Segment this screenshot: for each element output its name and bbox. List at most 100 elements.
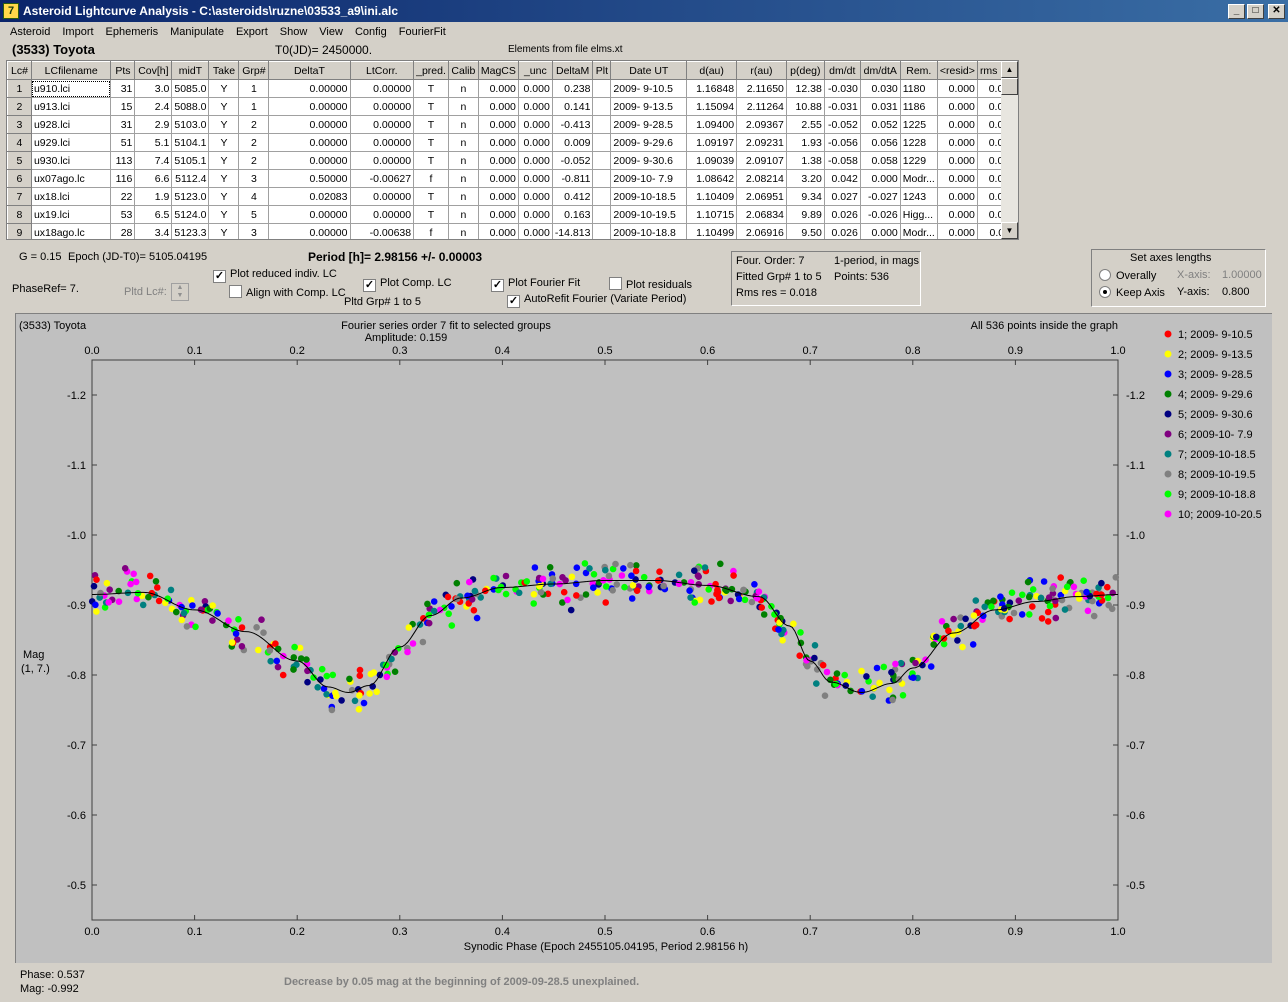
close-button[interactable]: ✕ [1268,3,1285,19]
table-cell[interactable]: 0.000 [937,97,978,116]
table-cell[interactable]: 0.052 [860,115,901,134]
table-cell[interactable]: 0.00000 [350,97,415,116]
table-cell[interactable]: ux07ago.lc [31,169,112,188]
table-cell[interactable]: 9.34 [786,187,825,206]
table-cell[interactable]: 1243 [900,187,938,206]
row-number[interactable]: 1 [7,79,32,98]
table-scrollbar[interactable]: ▲ ▼ [1001,61,1018,239]
table-cell[interactable] [592,133,612,152]
table-cell[interactable]: 2009- 9-30.6 [610,151,688,170]
table-cell[interactable]: 2009-10-18.8 [610,223,688,239]
table-row[interactable]: 6 ux07ago.lc 116 6.6 5112.4 Y 3 0.50000 -0.00627… [7,169,1018,188]
scroll-up-icon[interactable]: ▲ [1001,61,1018,78]
column-header[interactable]: p(deg) [785,61,825,80]
yaxis-value[interactable]: 0.800 [1222,286,1250,298]
table-cell[interactable]: 6.6 [134,169,173,188]
table-cell[interactable]: 2.11650 [736,79,787,98]
table-cell[interactable]: 5088.0 [171,97,210,116]
table-cell[interactable]: T [413,79,449,98]
xaxis-value[interactable]: 1.00000 [1222,269,1262,281]
menu-show[interactable]: Show [279,26,308,38]
table-cell[interactable]: 0.000 [518,133,553,152]
table-cell[interactable]: 1 [238,79,270,98]
table-cell[interactable]: 2.06916 [736,223,787,239]
table-cell[interactable]: 1 [238,97,270,116]
table-cell[interactable]: 9.50 [786,223,825,239]
table-cell[interactable]: Higg... [900,205,938,224]
scroll-down-icon[interactable]: ▼ [1001,222,1018,239]
table-cell[interactable]: 2009- 9-13.5 [610,97,688,116]
pltd-lc-spinner[interactable]: ▲ ▼ [171,283,189,301]
table-cell[interactable]: 0.00000 [268,79,351,98]
table-cell[interactable]: 10.88 [786,97,825,116]
table-cell[interactable]: 0.030 [860,79,901,98]
table-cell[interactable]: 0.000 [937,79,978,98]
table-cell[interactable]: f [413,169,449,188]
table-cell[interactable]: -0.00627 [350,169,415,188]
table-cell[interactable]: u910.lci [31,79,112,98]
table-cell[interactable]: 0.000 [478,79,519,98]
table-cell[interactable]: u928.lci [31,115,112,134]
table-cell[interactable]: 2.08214 [736,169,787,188]
row-number[interactable]: 3 [7,115,32,134]
table-cell[interactable]: 2009- 9-28.5 [610,115,688,134]
table-cell[interactable]: n [448,97,479,116]
table-cell[interactable]: 1.16848 [686,79,738,98]
table-cell[interactable]: 0.00000 [268,97,351,116]
table-cell[interactable]: 0.000 [518,187,553,206]
plot-comp-checkbox[interactable]: ✓ Plot Comp. LC [363,277,452,292]
table-cell[interactable]: 4 [238,187,270,206]
table-cell[interactable]: 2 [238,115,270,134]
table-cell[interactable]: 1.10715 [686,205,738,224]
table-cell[interactable]: 0.000 [937,205,978,224]
table-cell[interactable]: 1186 [900,97,938,116]
column-header[interactable]: <resid> [936,61,978,80]
table-cell[interactable]: 5123.3 [171,223,210,239]
table-cell[interactable]: T [413,133,449,152]
menu-ephemeris[interactable]: Ephemeris [105,26,159,38]
table-cell[interactable]: 5 [238,205,270,224]
table-cell[interactable]: T [413,115,449,134]
table-cell[interactable]: 2009- 9-29.6 [610,133,688,152]
table-cell[interactable]: 3 [238,169,270,188]
column-header[interactable]: Take [208,61,240,80]
table-cell[interactable] [592,97,612,116]
scroll-thumb[interactable] [1001,78,1018,95]
table-row[interactable]: 9 ux18ago.lc 28 3.4 5123.3 Y 3 0.00000 -0.00638 f… [7,223,1018,239]
table-cell[interactable]: Y [208,151,240,170]
table-cell[interactable]: Y [208,115,240,134]
table-cell[interactable]: 5112.4 [171,169,210,188]
column-header[interactable]: DeltaM [551,61,594,80]
column-header[interactable]: Cov[h] [134,61,173,80]
table-cell[interactable] [592,169,612,188]
table-cell[interactable]: 0.00000 [268,151,351,170]
minimize-button[interactable]: _ [1228,3,1245,19]
table-cell[interactable]: 0.000 [937,187,978,206]
column-header[interactable]: Date UT [610,61,688,80]
table-cell[interactable]: -0.026 [860,205,901,224]
column-header[interactable]: Lc# [7,61,32,80]
table-cell[interactable]: 28 [110,223,136,239]
table-cell[interactable]: 116 [110,169,136,188]
table-cell[interactable]: 3.20 [786,169,825,188]
table-cell[interactable]: -0.052 [824,115,861,134]
table-cell[interactable]: T [413,97,449,116]
table-cell[interactable]: 0.238 [552,79,594,98]
table-cell[interactable]: -0.031 [824,97,861,116]
table-cell[interactable]: 3.0 [134,79,173,98]
table-cell[interactable]: 31 [110,115,136,134]
table-cell[interactable]: -0.058 [824,151,861,170]
row-number[interactable]: 7 [7,187,32,206]
table-cell[interactable]: n [448,169,479,188]
table-cell[interactable]: n [448,133,479,152]
table-cell[interactable]: 22 [110,187,136,206]
table-cell[interactable]: n [448,79,479,98]
table-cell[interactable]: 0.000 [937,133,978,152]
table-cell[interactable]: 5123.0 [171,187,210,206]
table-cell[interactable]: 5103.0 [171,115,210,134]
table-cell[interactable]: 1.38 [786,151,825,170]
table-cell[interactable]: 1.08642 [686,169,738,188]
table-cell[interactable]: ux18ago.lc [31,223,112,239]
table-cell[interactable]: 5105.1 [171,151,210,170]
